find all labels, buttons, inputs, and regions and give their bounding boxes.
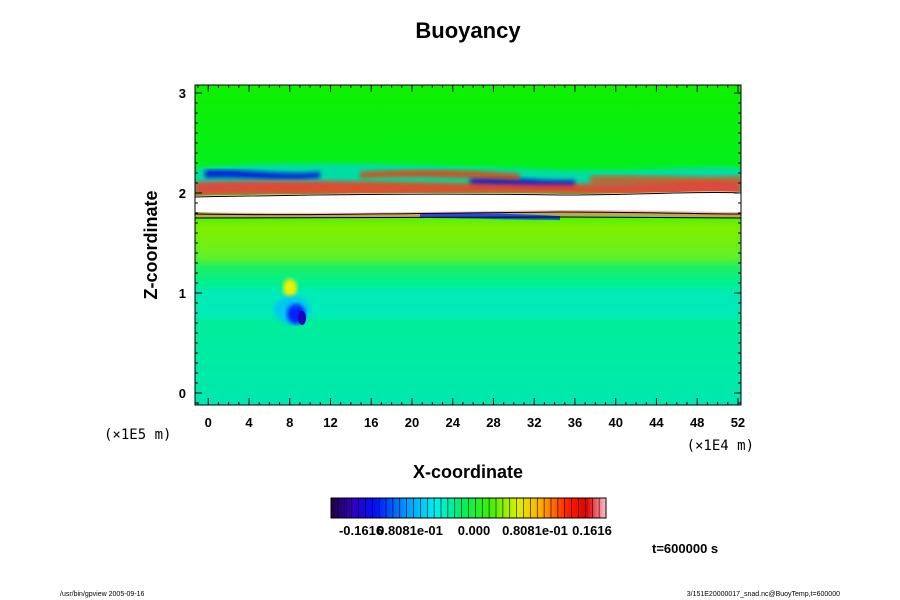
y-tick-label: 0 <box>179 386 186 401</box>
negative-streak-upper <box>205 169 320 180</box>
heatmap-field <box>195 85 741 405</box>
chart-title: Buoyancy <box>415 18 521 43</box>
contour-line-1 <box>195 191 741 198</box>
x-tick-label: 44 <box>649 415 664 430</box>
yellow-region <box>195 222 741 262</box>
x-tick-label: 36 <box>568 415 582 430</box>
x-tick-label: 4 <box>245 415 253 430</box>
x-tick-label: 48 <box>690 415 704 430</box>
footer-left: /usr/bin/gpview 2005-09-16 <box>60 591 145 598</box>
contour-line-3 <box>195 216 741 219</box>
x-tick-label: 12 <box>323 415 337 430</box>
x-unit-label: (×1E4 m) <box>687 438 754 454</box>
x-tick-label: 32 <box>527 415 541 430</box>
positive-streak-upper <box>360 169 520 180</box>
y-tick-label: 2 <box>179 186 186 201</box>
x-tick-label: 0 <box>205 415 212 430</box>
x-tick-label: 8 <box>286 415 293 430</box>
colorbar-label: 0.1616 <box>572 523 612 538</box>
plume-blue-core <box>298 311 306 325</box>
x-tick-label: 28 <box>486 415 500 430</box>
y-tick-label: 1 <box>179 286 186 301</box>
x-tick-label: 20 <box>405 415 419 430</box>
time-label: t=600000 s <box>652 541 718 556</box>
x-axis-ticks: 0 4 8 12 16 20 24 28 32 36 40 44 48 52 <box>197 85 745 430</box>
plot-frame <box>194 84 742 406</box>
colorbar-label: 0.8081e-01 <box>377 523 443 538</box>
x-tick-label: 40 <box>608 415 622 430</box>
negative-streak-lower <box>420 213 560 220</box>
colorbar-label: 0.8081e-01 <box>502 523 568 538</box>
x-axis-label: X-coordinate <box>413 462 523 482</box>
plume-yellow <box>283 279 297 297</box>
contour-line-2 <box>195 211 741 216</box>
colorbar-ticks <box>337 498 600 518</box>
y-axis-label: Z-coordinate <box>141 190 161 299</box>
footer-right: 3/151E20000017_snad.nc@BuoyTemp,t=600000 <box>687 591 840 598</box>
z-unit-label: (×1E5 m) <box>104 427 171 443</box>
colorbar-label: -0.1616 <box>339 523 383 538</box>
y-axis-ticks: 0 1 2 3 <box>179 86 741 404</box>
x-tick-label: 16 <box>364 415 378 430</box>
colorbar-label: 0.000 <box>458 523 491 538</box>
y-tick-label: 3 <box>179 86 186 101</box>
x-tick-label: 24 <box>445 415 460 430</box>
x-tick-label: 52 <box>731 415 745 430</box>
saturated-positive-band <box>195 191 741 215</box>
